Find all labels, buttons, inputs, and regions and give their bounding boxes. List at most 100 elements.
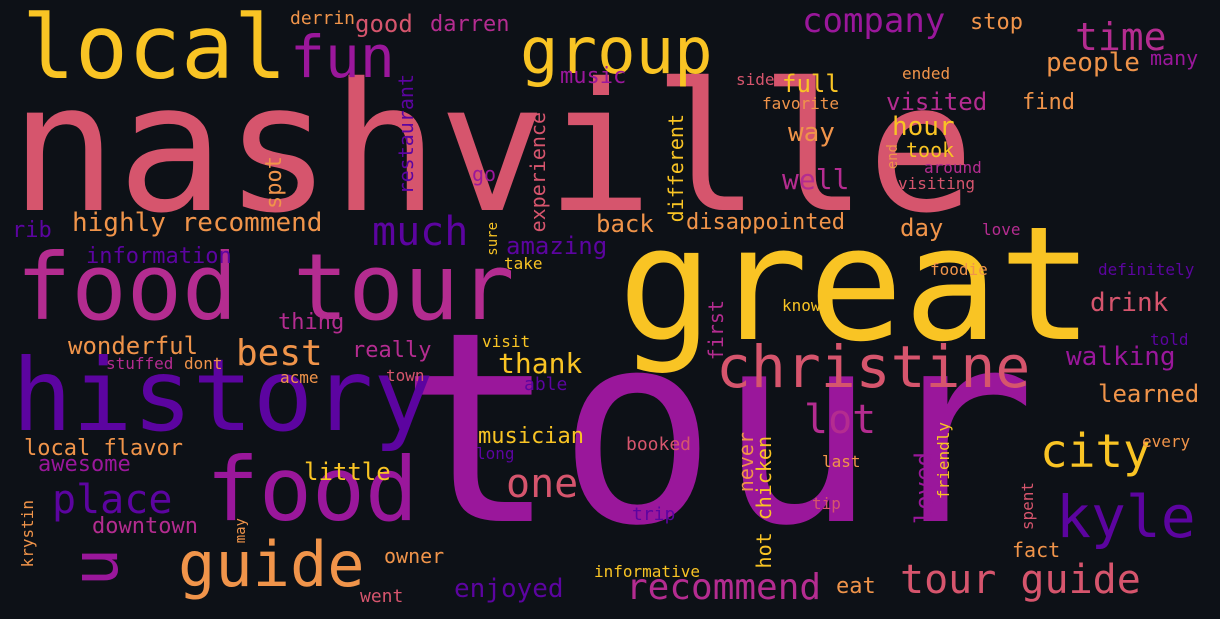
word-well: well xyxy=(782,163,850,196)
word-last: last xyxy=(822,452,861,471)
word-downtown: downtown xyxy=(92,514,198,539)
word-tour-guide: tour guide xyxy=(900,557,1141,603)
word-fact: fact xyxy=(1012,538,1061,562)
word-u: u xyxy=(59,548,133,587)
word-friendly: friendly xyxy=(934,422,953,500)
word-first: first xyxy=(704,300,728,361)
word-wonderful: wonderful xyxy=(68,332,199,360)
word-local: local xyxy=(22,0,287,99)
word-love: love xyxy=(982,220,1021,239)
word-little: little xyxy=(304,458,391,486)
word-went: went xyxy=(360,586,404,607)
word-information: information xyxy=(86,244,232,269)
word-awesome: awesome xyxy=(38,452,131,477)
word-take: take xyxy=(504,254,543,273)
word-every: every xyxy=(1142,432,1191,451)
word-told: told xyxy=(1150,330,1189,349)
word-highly-recommend: highly recommend xyxy=(72,208,323,238)
word-owner: owner xyxy=(384,544,445,568)
word-ended: ended xyxy=(902,64,951,83)
word-loved: loved xyxy=(910,452,938,525)
word-much: much xyxy=(372,209,469,255)
word-musician: musician xyxy=(478,424,584,449)
word-food-tour: food tour xyxy=(16,234,515,341)
word-company: company xyxy=(802,1,946,41)
word-eat: eat xyxy=(836,574,876,599)
word-local-flavor: local flavor xyxy=(24,436,183,461)
word-good: good xyxy=(355,10,413,38)
word-people: people xyxy=(1046,48,1140,78)
word-spent: spent xyxy=(1018,482,1037,531)
word-tour: tour xyxy=(398,276,1037,584)
word-amazing: amazing xyxy=(506,232,608,260)
word-may: may xyxy=(233,518,249,544)
word-different: different xyxy=(664,114,688,223)
word-around: around xyxy=(924,158,982,177)
word-food: food xyxy=(206,438,418,541)
word-end: end xyxy=(885,144,901,170)
word-trip: trip xyxy=(632,504,676,525)
word-history: history xyxy=(12,337,434,454)
word-walking: walking xyxy=(1066,342,1176,372)
word-disappointed: disappointed xyxy=(686,210,845,235)
word-city: city xyxy=(1040,424,1151,478)
word-spot: spot xyxy=(262,156,287,209)
word-informative: informative xyxy=(594,562,700,581)
word-dont: dont xyxy=(184,354,223,373)
word-music: music xyxy=(560,64,627,89)
word-kyle: kyle xyxy=(1056,483,1196,551)
word-fun: fun xyxy=(290,23,395,91)
word-best: best xyxy=(236,333,323,374)
word-group: group xyxy=(520,15,713,89)
word-place: place xyxy=(52,477,173,523)
word-many: many xyxy=(1150,46,1199,70)
word-tip: tip xyxy=(812,494,841,513)
word-lot: lot xyxy=(804,397,877,443)
word-town: town xyxy=(386,366,425,385)
word-darren: darren xyxy=(430,12,510,37)
word-enjoyed: enjoyed xyxy=(454,574,564,604)
word-derrin: derrin xyxy=(290,8,356,29)
word-stuffed: stuffed xyxy=(106,354,174,373)
word-took: took xyxy=(906,138,955,162)
word-find: find xyxy=(1022,90,1075,115)
word-really: really xyxy=(352,338,432,363)
word-long: long xyxy=(476,444,515,463)
word-booked: booked xyxy=(626,434,692,455)
word-experience: experience xyxy=(526,112,550,233)
word-stop: stop xyxy=(970,10,1023,35)
word-one: one xyxy=(506,461,579,507)
word-way: way xyxy=(788,118,835,148)
word-visit: visit xyxy=(482,332,531,351)
word-hot-chicken: hot chicken xyxy=(752,436,776,569)
word-christine: christine xyxy=(716,333,1031,401)
word-hour: hour xyxy=(892,112,955,142)
word-restaurant: restaurant xyxy=(394,74,418,195)
word-back: back xyxy=(596,210,654,238)
word-drink: drink xyxy=(1090,288,1169,318)
word-able: able xyxy=(524,374,568,395)
word-rib: rib xyxy=(12,218,52,243)
word-day: day xyxy=(900,214,944,242)
word-time: time xyxy=(1075,15,1167,59)
word-sure: sure xyxy=(485,222,501,256)
word-thing: thing xyxy=(278,310,345,335)
word-guide: guide xyxy=(178,528,365,601)
word-full: full xyxy=(782,70,840,98)
word-krystin: krystin xyxy=(18,500,37,568)
word-visited: visited xyxy=(886,88,988,116)
word-side: side xyxy=(736,70,775,89)
word-recommend: recommend xyxy=(626,567,822,608)
word-learned: learned xyxy=(1098,380,1200,408)
word-nashville: nashville xyxy=(10,45,975,252)
word-foodie: foodie xyxy=(930,260,988,279)
word-thank: thank xyxy=(498,347,583,380)
word-go: go xyxy=(472,162,497,186)
word-great: great xyxy=(618,193,1094,377)
word-acme: acme xyxy=(280,368,319,387)
word-definitely: definitely xyxy=(1098,260,1195,279)
word-visiting: visiting xyxy=(898,174,976,193)
word-favorite: favorite xyxy=(762,94,840,113)
word-know: know xyxy=(782,296,821,315)
